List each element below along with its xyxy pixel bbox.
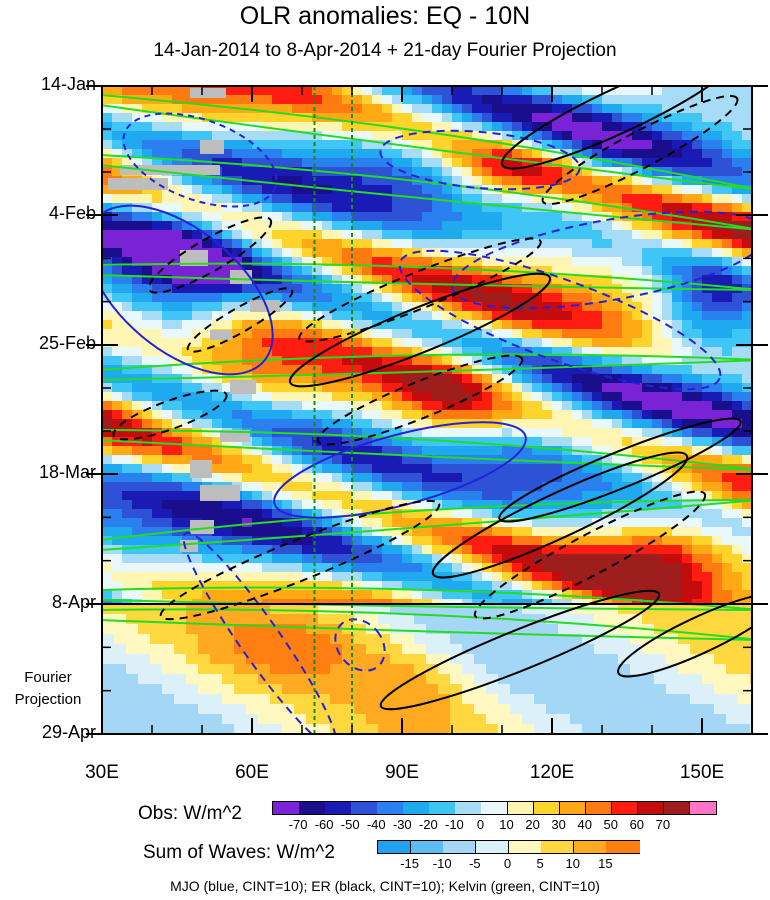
contour-legend-note: MJO (blue, CINT=10); ER (black, CINT=10)… — [170, 878, 600, 894]
colorbar-swatch — [273, 802, 300, 814]
colorbar-swatch — [455, 802, 482, 814]
colorbar-swatch — [573, 841, 607, 853]
kelvin-contour — [102, 94, 752, 191]
colorbar-swatch — [541, 841, 575, 853]
colorbar-tick-label: -40 — [366, 817, 386, 832]
er-contour — [541, 94, 739, 206]
colorbar-swatch — [429, 802, 456, 814]
kelvin-contour — [102, 608, 752, 641]
colorbar-swatch — [508, 841, 542, 853]
colorbar-tick-label: 30 — [551, 817, 566, 832]
er-contour — [112, 389, 228, 441]
x-tick-label: 30E — [85, 762, 119, 783]
kelvin-contour — [102, 429, 752, 471]
y-tick-label: 29-Apr — [41, 722, 96, 742]
colorbar-swatch — [351, 802, 378, 814]
colorbar-swatch — [443, 841, 477, 853]
mjo-contour — [379, 129, 581, 191]
waves-colorbar-title: Sum of Waves: W/m^2 — [143, 842, 335, 863]
colorbar-tick-label: -30 — [392, 817, 412, 832]
er-contour — [379, 589, 661, 711]
colorbar-swatch — [606, 841, 640, 853]
kelvin-contour — [102, 154, 752, 231]
x-tick-label: 120E — [529, 762, 575, 783]
colorbar-tick-label: 10 — [565, 856, 580, 871]
colorbar-swatch — [475, 841, 509, 853]
colorbar-tick-label: -10 — [445, 817, 464, 832]
colorbar-tick-label: 15 — [598, 856, 613, 871]
colorbar-swatch — [689, 802, 717, 814]
colorbar-tick-label: -60 — [314, 817, 334, 832]
colorbar-tick-label: -15 — [400, 856, 420, 871]
colorbar-frame — [377, 840, 640, 854]
colorbar-swatch — [410, 841, 444, 853]
mjo-contour — [102, 204, 274, 376]
x-tick-label: 90E — [385, 762, 419, 783]
er-contour — [147, 216, 273, 294]
mjo-contour — [182, 531, 338, 734]
fourier-projection-label: Fourier Projection — [0, 667, 96, 711]
mjo-contour — [334, 618, 386, 672]
colorbar-tick-label: 60 — [629, 817, 645, 832]
y-tick-label: 4-Feb — [48, 203, 96, 223]
colorbar-swatch — [507, 802, 535, 814]
mjo-contour — [273, 421, 527, 519]
colorbar-tick-label: -5 — [469, 856, 481, 871]
er-contour — [431, 451, 689, 579]
colorbar-tick-label: 20 — [525, 817, 540, 832]
er-contour — [288, 272, 552, 388]
er-contour — [298, 237, 542, 343]
y-tick-label: 8-Apr — [51, 592, 96, 612]
er-contour — [316, 354, 524, 446]
colorbar-swatch — [299, 802, 326, 814]
colorbar-swatch — [403, 802, 430, 814]
er-contour — [500, 86, 740, 170]
heatmap-field — [102, 86, 752, 734]
colorbar-tick-label: 40 — [577, 817, 592, 832]
chart-subtitle: 14-Jan-2014 to 8-Apr-2014 + 21-day Fouri… — [153, 40, 617, 61]
colorbar-swatch — [611, 802, 639, 814]
y-tick-label: 14-Jan — [40, 74, 96, 94]
colorbar-swatch — [585, 802, 613, 814]
y-tick-label: 25-Feb — [38, 333, 96, 353]
mjo-contour — [451, 210, 752, 310]
colorbar-tick-label: -70 — [288, 817, 308, 832]
colorbar-tick-label: -20 — [418, 817, 438, 832]
colorbar-tick-label: 0 — [503, 856, 512, 871]
mjo-contour — [398, 249, 722, 391]
colorbar-tick-label: 70 — [655, 817, 671, 832]
colorbar-swatch — [325, 802, 352, 814]
kelvin-contour — [102, 353, 752, 381]
colorbar-tick-label: -10 — [432, 856, 452, 871]
er-contour — [159, 499, 441, 621]
colorbar-tick-label: 0 — [476, 817, 485, 832]
x-tick-label: 150E — [679, 762, 725, 783]
x-tick-label: 60E — [235, 762, 269, 783]
y-tick-label: 18-Mar — [38, 462, 96, 482]
er-contour — [473, 490, 707, 620]
plot-frame — [101, 85, 753, 735]
er-contour — [186, 287, 294, 353]
obs-colorbar-title: Obs: W/m^2 — [138, 803, 242, 824]
colorbar-frame — [272, 801, 717, 815]
colorbar-swatch — [533, 802, 561, 814]
colorbar-tick-label: 10 — [499, 817, 514, 832]
mjo-contour — [122, 112, 278, 208]
colorbar-swatch — [663, 802, 691, 814]
colorbar-tick-label: 50 — [603, 817, 618, 832]
er-contour — [617, 592, 752, 678]
colorbar-swatch — [377, 802, 404, 814]
chart-title: OLR anomalies: EQ - 10N — [239, 2, 531, 30]
kelvin-contour — [102, 262, 752, 291]
colorbar-swatch — [559, 802, 587, 814]
fourier-label-line2: Projection — [14, 691, 82, 708]
colorbar-swatch — [378, 841, 412, 853]
colorbar-tick-label: -50 — [340, 817, 360, 832]
er-contour — [498, 417, 742, 523]
colorbar-swatch — [481, 802, 509, 814]
fourier-label-line1: Fourier — [24, 669, 72, 686]
colorbar-swatch — [637, 802, 665, 814]
colorbar-tick-label: 5 — [536, 856, 544, 871]
